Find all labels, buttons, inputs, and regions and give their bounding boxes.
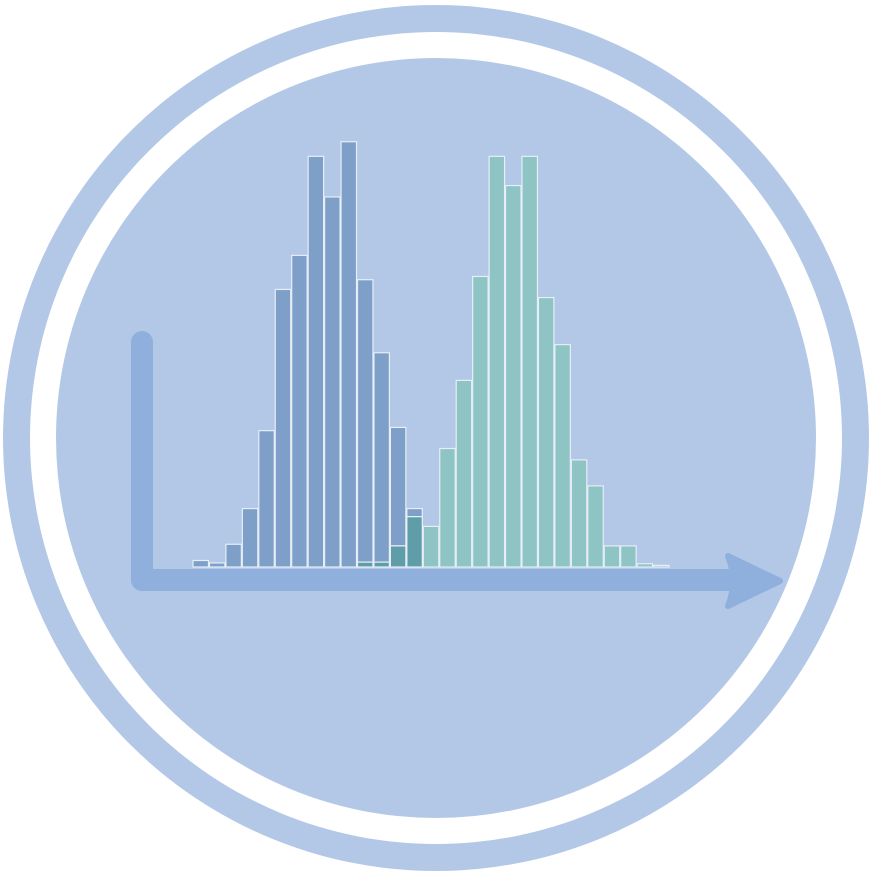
chart-axes <box>131 331 783 609</box>
histogram-bar-a-2 <box>225 543 242 568</box>
histogram-bar-b-16 <box>455 379 473 568</box>
histogram-series-b <box>356 155 670 568</box>
histogram-bar-a-10 <box>356 279 374 568</box>
x-axis-arrow-icon <box>725 553 783 609</box>
histogram-bar-a-9 <box>340 141 358 568</box>
histogram-bar-b-28 <box>652 564 670 568</box>
histogram-bar-a-11 <box>373 352 391 568</box>
histogram-bar-a-4 <box>258 430 275 568</box>
histogram-bar-b-24 <box>587 485 604 568</box>
histogram-series-a <box>192 141 423 568</box>
histogram-bar-b-15 <box>439 447 456 568</box>
histogram-bar-a-7 <box>307 155 325 568</box>
histogram-bar-b-21 <box>537 296 555 568</box>
histogram-bar-overlap-12 <box>389 545 407 568</box>
histogram-bar-a-3 <box>241 507 259 568</box>
histogram-bar-b-20 <box>521 155 539 568</box>
inner-disc <box>56 58 816 818</box>
histogram-bar-a-6 <box>291 254 308 568</box>
histogram-bar-a-5 <box>274 288 292 568</box>
histogram-bar-overlap-13 <box>406 516 423 568</box>
histogram-bar-b-18 <box>488 155 506 568</box>
histogram-bar-b-14 <box>422 525 440 568</box>
histogram-bar-b-19 <box>504 184 522 568</box>
histogram-bar-overlap-11 <box>373 561 391 568</box>
histogram-bar-b-23 <box>570 459 588 568</box>
histogram-overlap <box>356 516 423 568</box>
histogram-bar-a-1 <box>208 562 226 568</box>
histogram-bar-a-8 <box>324 196 341 568</box>
histogram-bar-b-27 <box>636 563 654 568</box>
histogram-bar-b-22 <box>554 344 571 568</box>
histogram-bar-b-26 <box>620 545 637 568</box>
histogram-bar-b-25 <box>603 545 621 568</box>
histogram-bar-b-17 <box>472 275 489 568</box>
histogram-bar-overlap-10 <box>356 561 374 568</box>
histogram-bar-a-0 <box>192 559 210 568</box>
